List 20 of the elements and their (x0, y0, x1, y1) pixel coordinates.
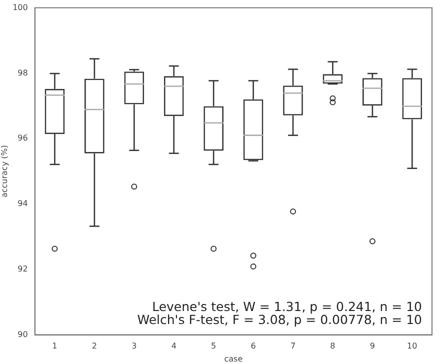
y-tick-label: 90 (18, 330, 28, 339)
x-tick-label: 1 (52, 342, 58, 351)
y-tick-label: 100 (12, 2, 28, 12)
y-tick-label: 92 (18, 264, 28, 274)
x-tick-label: 2 (92, 342, 97, 351)
x-tick-label: 10 (407, 342, 418, 351)
y-tick-label: 96 (18, 134, 28, 143)
annotation: Welch's F-test, F = 3.08, p = 0.00778, n = 10 (137, 312, 422, 327)
x-tick-label: 5 (211, 342, 216, 351)
annotation: Levene's test, W = 1.31, p = 0.241, n = 10 (152, 298, 422, 314)
x-tick-label: 8 (330, 342, 336, 351)
x-tick-label: 9 (370, 342, 375, 351)
x-tick-label: 7 (290, 342, 296, 351)
x-tick-label: 4 (171, 342, 176, 351)
x-tick-label: 3 (132, 342, 137, 351)
y-axis-title: accuracy (%) (0, 145, 9, 198)
y-tick-label: 98 (18, 68, 28, 78)
x-axis-title: case (224, 354, 243, 364)
x-tick-label: 6 (250, 342, 256, 351)
y-tick-label: 94 (18, 199, 28, 208)
